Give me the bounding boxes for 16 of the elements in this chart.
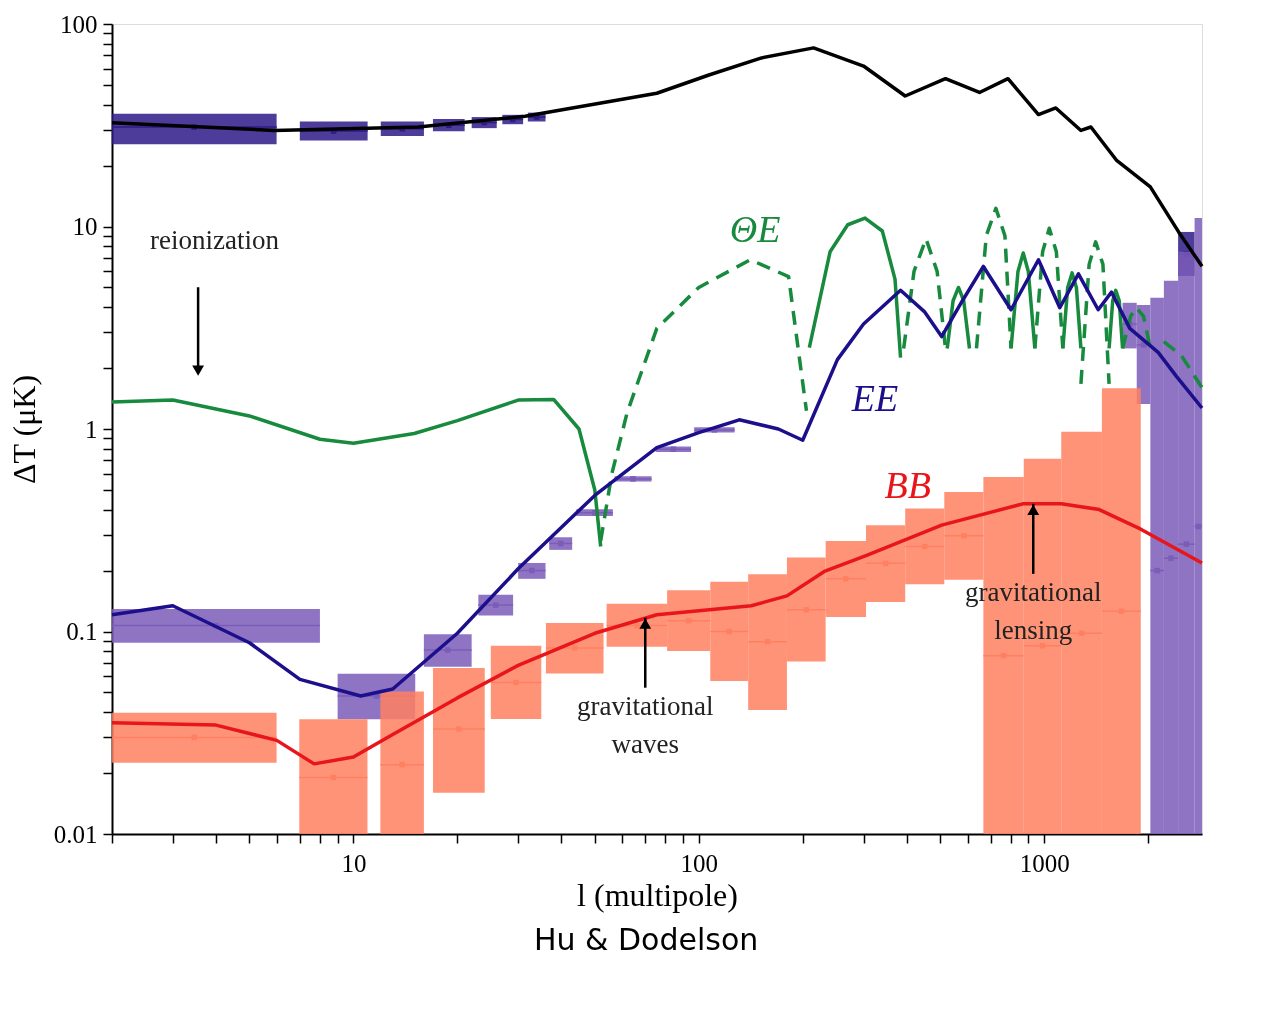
series-label: ΘE	[729, 207, 781, 250]
text: Hu & Dodelson	[533, 922, 759, 957]
y-axis-title: ΔT (μK)	[5, 374, 42, 485]
y-tick-label: 10	[72, 213, 98, 240]
annotation: reionization	[149, 224, 280, 255]
y-tick-label: 0.01	[53, 820, 98, 848]
x-axis-title: l (multipole)	[577, 876, 738, 913]
y-tick-label: 100	[60, 10, 98, 38]
series-label: EE	[850, 376, 899, 419]
annotation: gravitational waves	[577, 690, 714, 759]
x-tick-label: 100	[680, 849, 719, 877]
y-tick-label: 0.1	[66, 618, 98, 645]
x-tick-label: 1000	[1019, 849, 1070, 877]
y-tick-label: 1	[85, 415, 98, 443]
series-label: BB	[884, 463, 931, 506]
x-tick-label: 10	[341, 849, 367, 877]
